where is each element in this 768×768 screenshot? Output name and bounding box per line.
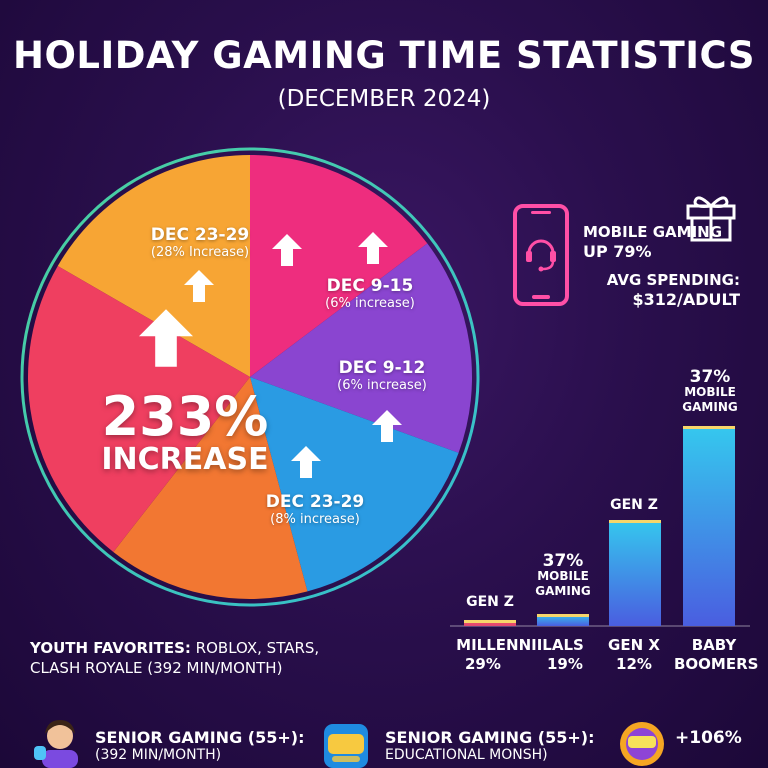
pie-ring <box>20 147 480 607</box>
pie-label-dec-23-29-b: DEC 23-29 (8% increase) <box>265 492 365 527</box>
up-arrow-icon <box>139 309 193 367</box>
mobile-gaming-stat: MOBILE GAMING UP 79% <box>583 223 723 261</box>
gift-icon <box>686 196 736 242</box>
bar-category-millennials: MILLENNIILALS 29% 19% <box>456 636 584 673</box>
phone-headset-icon <box>513 204 569 306</box>
senior-gaming-stat-2: SENIOR GAMING (55+): EDUCATIONAL MONSH) <box>385 728 595 763</box>
gamer-avatar-icon <box>34 720 78 768</box>
pie-slice-1 <box>250 155 428 377</box>
pie-label-dec-9-12: DEC 9-12 (6% increase) <box>337 358 427 393</box>
youth-favorites: YOUTH FAVORITES: ROBLOX, STARS, CLASH RO… <box>30 639 320 677</box>
game-badge-icon <box>620 722 664 766</box>
pie-slice-0 <box>57 155 251 377</box>
bar-label-3: 37% MOBILE GAMING <box>682 367 738 415</box>
game-app-icon <box>324 724 368 768</box>
bar-category-gen-x: GEN X 12% <box>608 636 660 673</box>
bar-cap-3 <box>683 426 735 429</box>
pie-slice-3 <box>250 377 459 592</box>
bar-category-baby-boomers: BABY BOOMERS <box>674 636 759 673</box>
bar-cap-1 <box>537 614 589 617</box>
senior-gaming-value: +106% <box>675 728 742 748</box>
pie-label-dec-23-29-a: DEC 23-29 (28% Increase) <box>150 225 250 260</box>
bar-3 <box>683 426 735 626</box>
bar-cap-2 <box>609 520 661 523</box>
pie-label-dec-9-15: DEC 9-15 (6% increase) <box>325 276 415 311</box>
pie-slice-4 <box>113 377 308 599</box>
bar-label-2: GEN Z <box>610 497 658 513</box>
bar-cap-0 <box>464 620 516 623</box>
highlight-percent: 233% <box>101 385 269 448</box>
up-arrow-icon <box>272 234 302 266</box>
bar-2 <box>609 520 661 626</box>
highlight-label: INCREASE <box>101 442 269 477</box>
page-title: HOLIDAY GAMING TIME STATISTICS <box>13 34 755 77</box>
bar-label-1: 37% MOBILE GAMING <box>535 551 591 599</box>
up-arrow-icon <box>358 232 388 264</box>
page-subtitle: (DECEMBER 2024) <box>277 86 491 112</box>
pie-slice-5 <box>27 266 250 552</box>
pie-slice-2 <box>250 243 472 453</box>
up-arrow-icon <box>184 270 214 302</box>
up-arrow-icon <box>372 410 402 442</box>
avg-spending-stat: AVG SPENDING: $312/ADULT <box>606 271 740 309</box>
senior-gaming-stat-1: SENIOR GAMING (55+): (392 MIN/MONTH) <box>95 728 305 763</box>
bar-label-0: GEN Z <box>466 594 514 610</box>
up-arrow-icon <box>291 446 321 478</box>
